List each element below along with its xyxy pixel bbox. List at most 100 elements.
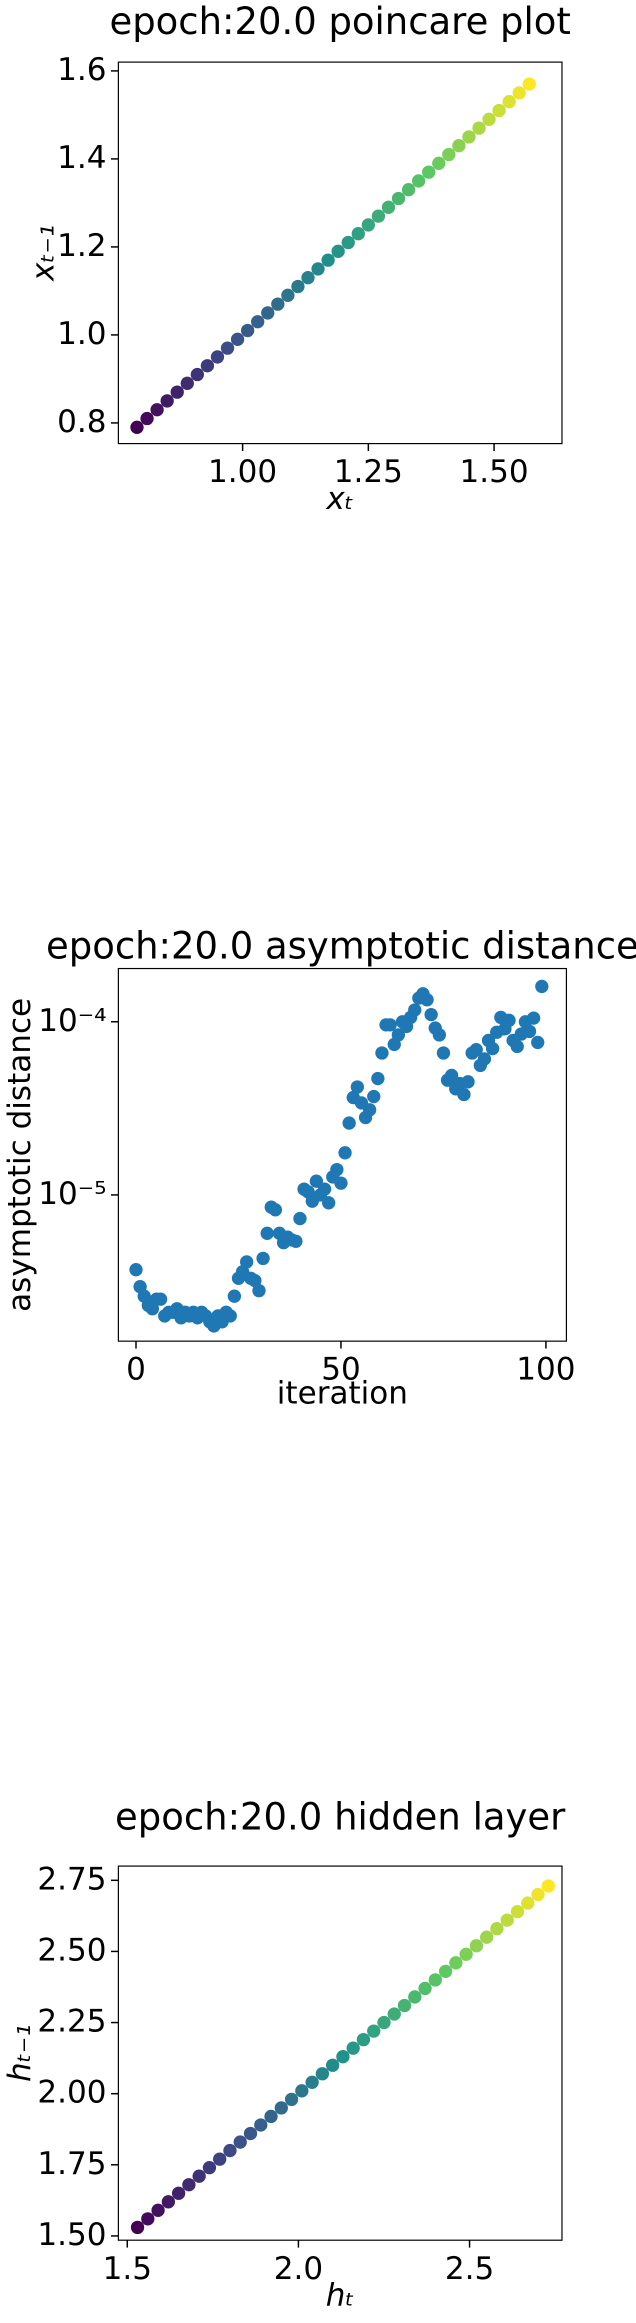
point: [436, 1046, 451, 1060]
point: [397, 1998, 412, 2013]
point: [151, 2203, 165, 2217]
point: [428, 1973, 442, 1987]
point: [377, 2015, 391, 2030]
point: [452, 139, 466, 153]
point: [371, 209, 386, 223]
point: [381, 200, 396, 214]
point: [301, 271, 315, 285]
point: [271, 297, 285, 311]
point: [311, 262, 325, 276]
point: [336, 2050, 350, 2064]
point: [361, 218, 375, 232]
point: [130, 420, 144, 434]
point: [291, 279, 305, 294]
point: [130, 2220, 145, 2235]
point: [317, 1182, 332, 1196]
point: [459, 1947, 473, 1961]
point: [210, 350, 225, 364]
chart-title: epoch:20.0 hidden layer: [115, 1795, 566, 1838]
point: [480, 1930, 494, 1944]
point: [531, 1035, 545, 1050]
point: [438, 1964, 453, 1979]
point: [295, 2084, 309, 2098]
point: [512, 86, 526, 100]
point: [502, 1013, 516, 1027]
axes-frame: [117, 61, 563, 445]
point: [457, 1087, 471, 1102]
x-tick-label: 2.5: [445, 2251, 494, 2287]
point: [341, 235, 355, 250]
point: [248, 1273, 262, 1288]
point: [200, 359, 215, 373]
point: [469, 1043, 483, 1057]
point: [490, 1922, 504, 1936]
point: [338, 1146, 352, 1160]
point: [190, 367, 204, 382]
point: [346, 2041, 360, 2055]
point: [442, 147, 456, 162]
point: [261, 306, 275, 320]
point: [418, 1981, 432, 1996]
y-axis-label: hₜ₋₁: [2, 2024, 38, 2082]
x-tick-label: 1.00: [208, 454, 277, 490]
point: [161, 2195, 176, 2209]
point: [469, 1939, 484, 1953]
point: [220, 341, 235, 355]
point: [170, 385, 184, 399]
point: [182, 2178, 196, 2192]
point: [375, 1046, 389, 1060]
point: [129, 1263, 143, 1277]
y-tick-label: 2.50: [37, 1932, 106, 1968]
point: [254, 2118, 268, 2132]
y-tick-label: 1.75: [37, 2146, 106, 2182]
x-tick-label: 1.50: [460, 454, 529, 490]
point: [180, 376, 194, 390]
point: [432, 156, 446, 170]
point: [325, 2058, 340, 2072]
point: [541, 1879, 555, 1893]
point: [411, 174, 426, 188]
x-tick-label: 2.0: [274, 2251, 323, 2287]
point: [510, 1039, 524, 1054]
point: [268, 1203, 283, 1217]
x-tick-label: 1.5: [103, 2251, 152, 2287]
point: [391, 1028, 406, 1042]
point: [444, 1068, 459, 1083]
point: [351, 227, 365, 241]
point: [472, 121, 486, 135]
point: [401, 183, 416, 197]
point: [140, 411, 154, 426]
point: [522, 1024, 537, 1039]
chart-title: epoch:20.0 poincare plot: [109, 0, 570, 43]
point: [213, 2152, 227, 2166]
point: [510, 1904, 525, 1919]
y-tick-label: 2.25: [37, 2004, 106, 2040]
point: [408, 1003, 422, 1017]
point: [293, 1211, 307, 1226]
point: [227, 1289, 242, 1303]
point: [202, 2160, 217, 2175]
y-tick-label: 1.2: [57, 228, 106, 264]
axes-frame: [117, 967, 568, 1342]
point: [367, 2024, 381, 2038]
point: [526, 1011, 541, 1025]
point: [153, 1292, 168, 1306]
point: [356, 2032, 371, 2047]
x-axis-label: hₜ: [326, 2277, 355, 2313]
point: [252, 1283, 266, 1298]
point: [482, 112, 496, 126]
point: [322, 1196, 336, 1210]
point: [424, 1007, 438, 1022]
point: [521, 1896, 535, 1910]
point: [422, 165, 436, 179]
point: [330, 1162, 344, 1177]
y-tick-label: 0.8: [57, 404, 106, 440]
point: [305, 2075, 319, 2089]
point: [449, 1956, 463, 1970]
point: [500, 1913, 514, 1927]
point: [477, 1052, 492, 1066]
point: [141, 2212, 155, 2226]
point: [363, 1103, 377, 1117]
point: [284, 2092, 299, 2107]
